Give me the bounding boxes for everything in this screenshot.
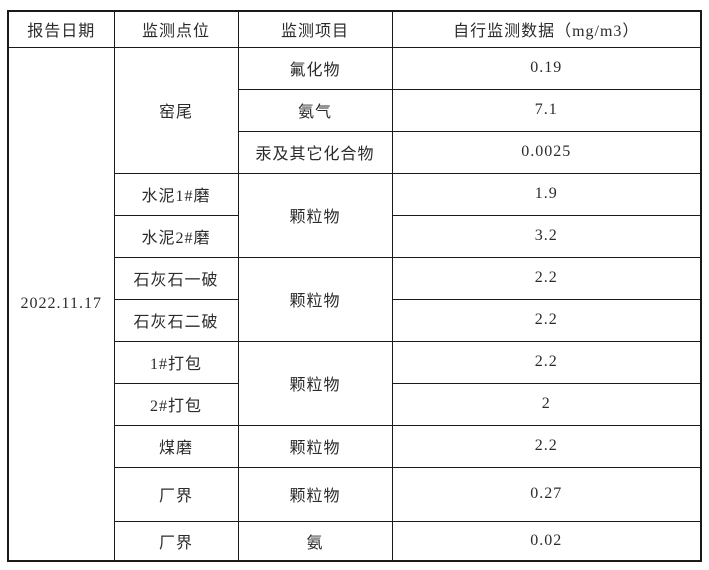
monitoring-point-cell: 窑尾 <box>113 46 239 174</box>
monitoring-value-cell: 0.19 <box>391 46 702 90</box>
monitoring-item-cell: 氨 <box>237 520 393 562</box>
monitoring-item-cell: 颗粒物 <box>237 424 393 468</box>
col-header-monitoring-data: 自行监测数据（mg/m3） <box>391 10 702 48</box>
monitoring-item-cell: 颗粒物 <box>237 466 393 522</box>
monitoring-value-cell: 0.02 <box>391 520 702 562</box>
table-row: 石灰石二破 2.2 <box>8 298 702 342</box>
table-row: 2022.11.17 窑尾 氟化物 0.19 <box>7 46 702 562</box>
monitoring-item-cell: 颗粒物 <box>237 172 393 258</box>
table-row: 汞及其它化合物 0.0025 <box>8 130 702 174</box>
monitoring-item-cell: 氟化物 <box>237 46 393 90</box>
table-row: 氨气 7.1 <box>8 88 702 132</box>
table-row: 水泥2#磨 3.2 <box>8 214 702 258</box>
monitoring-value-cell: 2.2 <box>391 298 702 342</box>
table-row: 厂界氨 0.02 <box>8 520 702 562</box>
table-body: 2022.11.17 窑尾 氟化物 0.19 氨气 7.1 汞及其它化合物 0.0025 水泥1… <box>7 46 702 562</box>
monitoring-point-cell: 石灰石一破 <box>113 256 239 300</box>
monitoring-report-table: 报告日期 监测点位 监测项目 自行监测数据（mg/m3） 2022.11.17 窑… <box>7 10 702 562</box>
table-row: 1#打包 颗粒物 2.2 <box>8 340 702 426</box>
report-date-cell: 2022.11.17 <box>7 46 115 562</box>
monitoring-point-cell: 厂界 <box>113 466 239 522</box>
monitoring-value-cell: 3.2 <box>391 214 702 258</box>
monitoring-value-cell: 2.2 <box>391 340 702 384</box>
monitoring-value-cell: 2.2 <box>391 256 702 300</box>
monitoring-value-cell: 2 <box>391 382 702 426</box>
monitoring-value-cell: 7.1 <box>391 88 702 132</box>
col-header-monitoring-item: 监测项目 <box>237 10 393 48</box>
col-header-monitoring-point: 监测点位 <box>113 10 239 48</box>
monitoring-point-cell: 厂界 <box>113 520 239 562</box>
monitoring-point-cell: 煤磨 <box>113 424 239 468</box>
monitoring-value-cell: 0.0025 <box>391 130 702 174</box>
monitoring-item-cell: 汞及其它化合物 <box>237 130 393 174</box>
col-header-report-date: 报告日期 <box>7 10 115 48</box>
monitoring-point-cell: 石灰石二破 <box>113 298 239 342</box>
table-row: 水泥1#磨 颗粒物 1.9 <box>8 172 702 258</box>
monitoring-item-cell: 颗粒物 <box>237 256 393 342</box>
monitoring-point-cell: 水泥2#磨 <box>113 214 239 258</box>
monitoring-point-cell: 水泥1#磨 <box>113 172 239 216</box>
monitoring-value-cell: 0.27 <box>391 466 702 522</box>
header-row: 报告日期 监测点位 监测项目 自行监测数据（mg/m3） <box>7 10 702 48</box>
table-row: 石灰石一破 颗粒物 2.2 <box>8 256 702 342</box>
monitoring-value-cell: 1.9 <box>391 172 702 216</box>
monitoring-point-cell: 2#打包 <box>113 382 239 426</box>
monitoring-item-cell: 颗粒物 <box>237 340 393 426</box>
monitoring-point-cell: 1#打包 <box>113 340 239 384</box>
monitoring-value-cell: 2.2 <box>391 424 702 468</box>
monitoring-item-cell: 氨气 <box>237 88 393 132</box>
